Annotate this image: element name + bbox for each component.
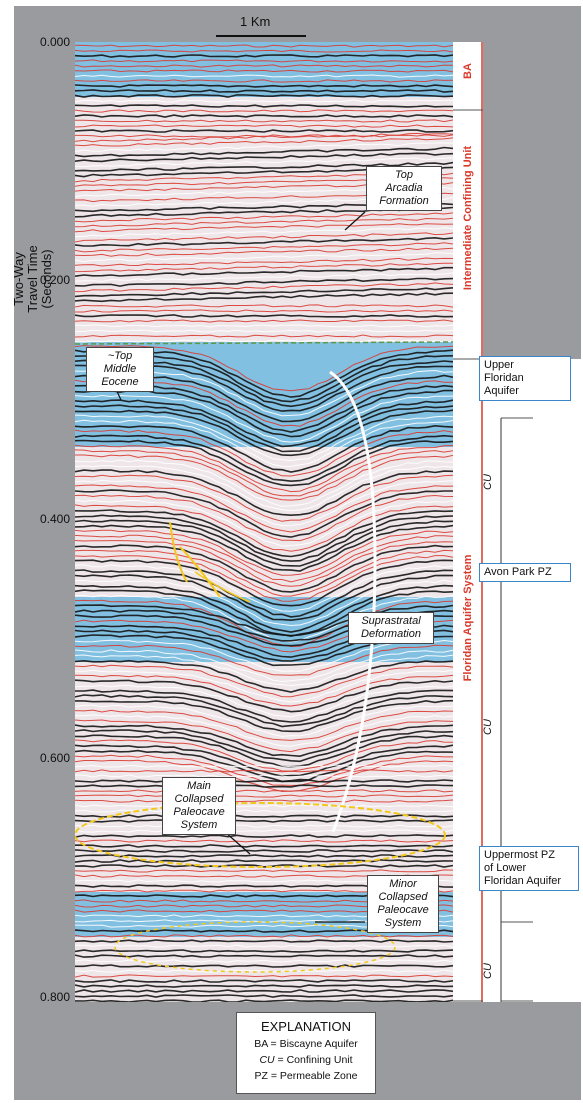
y-tick-3: 0.600: [39, 751, 70, 765]
legend-pz-text: = Permeable Zone: [267, 1070, 358, 1082]
seismic-section: [75, 42, 453, 1002]
note-minor-cave-line1: Minor: [389, 878, 417, 890]
note-top-arcadia: Top Arcadia Formation: [366, 166, 442, 211]
note-top-arcadia-line2: Arcadia: [385, 182, 423, 194]
note-top-arcadia-line3: Formation: [379, 195, 429, 207]
note-minor-cave-line4: System: [384, 917, 422, 929]
legend-ba-text: = Biscayne Aquifer: [267, 1038, 358, 1050]
legend-item-ba: BA = Biscayne Aquifer: [237, 1038, 375, 1050]
y-tick-4: 0.800: [39, 990, 70, 1004]
scale-bar-label: 1 Km: [240, 14, 271, 29]
note-top-eocene-line2: Middle: [103, 363, 137, 375]
note-minor-cave-line2: Collapsed: [378, 891, 428, 903]
note-minor-cave: Minor Collapsed Paleocave System: [367, 875, 439, 933]
note-top-eocene: ~Top Middle Eocene: [86, 347, 154, 392]
cu-label-2: CU: [481, 719, 494, 735]
note-main-cave: Main Collapsed Paleocave System: [162, 777, 236, 835]
zone-upz-line3: Floridan Aquifer: [484, 875, 562, 887]
zone-ufa-line1: Upper: [484, 359, 514, 371]
legend-item-pz: PZ = Permeable Zone: [237, 1070, 375, 1082]
note-minor-cave-line3: Paleocave: [377, 904, 429, 916]
y-axis-title-line1: Two-Way: [11, 252, 26, 306]
note-suprastratal-line2: Deformation: [361, 628, 421, 640]
note-main-cave-line3: Paleocave: [173, 806, 225, 818]
cu-label-1: CU: [481, 474, 494, 490]
note-top-eocene-line1: ~Top: [107, 350, 133, 362]
unit-column: [453, 42, 581, 1002]
unit-icu-label: Intermediate Confining Unit: [462, 145, 474, 291]
y-axis-title-line2: Travel Time: [25, 245, 40, 313]
note-top-eocene-line3: Eocene: [101, 376, 139, 388]
legend-item-cu: CU = Confining Unit: [237, 1054, 375, 1066]
zone-upz-line2: of Lower: [484, 862, 527, 874]
note-suprastratal-line1: Suprastratal: [361, 615, 421, 627]
unit-fas-label: Floridan Aquifer System: [462, 554, 474, 682]
zone-ufa-line3: Aquifer: [484, 385, 519, 397]
y-tick-1: 0.200: [39, 273, 70, 287]
legend-ba-abbr: BA: [254, 1038, 268, 1050]
y-tick-0: 0.000: [39, 35, 70, 49]
note-main-cave-line2: Collapsed: [174, 793, 224, 805]
legend-cu-abbr: CU: [259, 1054, 275, 1066]
legend-cu-text: = Confining Unit: [274, 1054, 353, 1066]
y-axis-title: Two-Way Travel Time (Seconds): [11, 224, 54, 334]
note-main-cave-line4: System: [180, 819, 218, 831]
zone-ufa-line2: Floridan: [484, 372, 524, 384]
note-top-arcadia-line1: Top: [395, 169, 413, 181]
scale-bar: [216, 35, 306, 37]
zone-avon-park: Avon Park PZ: [479, 563, 571, 582]
legend-pz-abbr: PZ: [254, 1070, 268, 1082]
unit-ba-label: BA: [462, 63, 474, 79]
note-main-cave-line1: Main: [187, 780, 211, 792]
zone-upper-floridan: Upper Floridan Aquifer: [479, 356, 571, 401]
cu-label-3: CU: [481, 963, 494, 979]
legend: EXPLANATION BA = Biscayne Aquifer CU = C…: [236, 1012, 376, 1094]
zone-uppermost-pz: Uppermost PZ of Lower Floridan Aquifer: [479, 846, 579, 891]
zone-upz-line1: Uppermost PZ: [484, 849, 555, 861]
y-axis-title-line3: (Seconds): [39, 249, 54, 309]
y-tick-2: 0.400: [39, 512, 70, 526]
note-suprastratal: Suprastratal Deformation: [348, 612, 434, 644]
legend-title: EXPLANATION: [260, 1019, 352, 1034]
